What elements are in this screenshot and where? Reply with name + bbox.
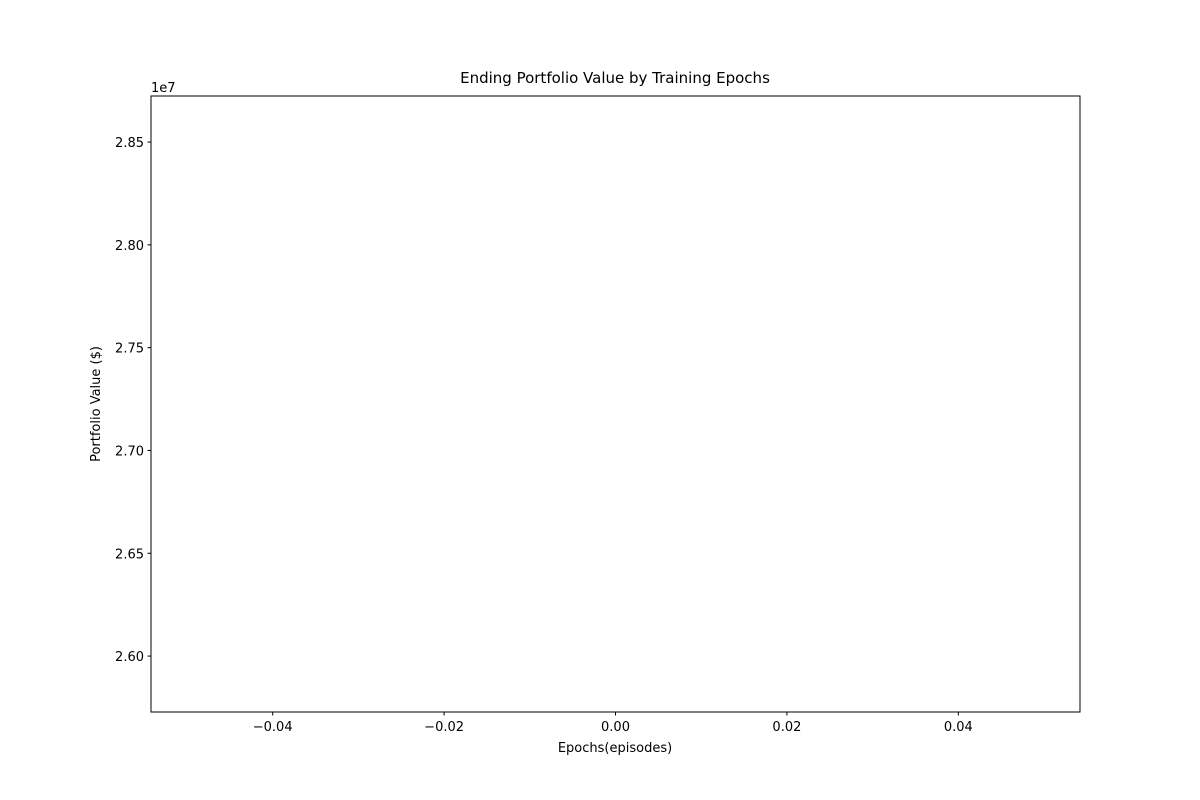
- y-axis-label: Portfolio Value ($): [89, 346, 104, 462]
- x-tick-label: −0.02: [424, 720, 464, 735]
- y-offset-label: 1e7: [151, 81, 176, 96]
- x-tick-label: −0.04: [253, 720, 293, 735]
- y-tick-label: 2.65: [115, 547, 144, 562]
- x-tick-label: 0.00: [601, 720, 630, 735]
- y-tick-label: 2.60: [115, 650, 144, 665]
- y-tick-label: 2.70: [115, 444, 144, 459]
- x-tick-label: 0.04: [944, 720, 973, 735]
- x-axis-label: Epochs(episodes): [558, 741, 672, 756]
- y-tick-label: 2.75: [115, 342, 144, 357]
- y-tick-label: 2.85: [115, 136, 144, 151]
- x-tick-label: 0.02: [772, 720, 801, 735]
- chart-title: Ending Portfolio Value by Training Epoch…: [460, 69, 770, 87]
- y-tick-label: 2.80: [115, 239, 144, 254]
- plot-frame: [150, 95, 1081, 713]
